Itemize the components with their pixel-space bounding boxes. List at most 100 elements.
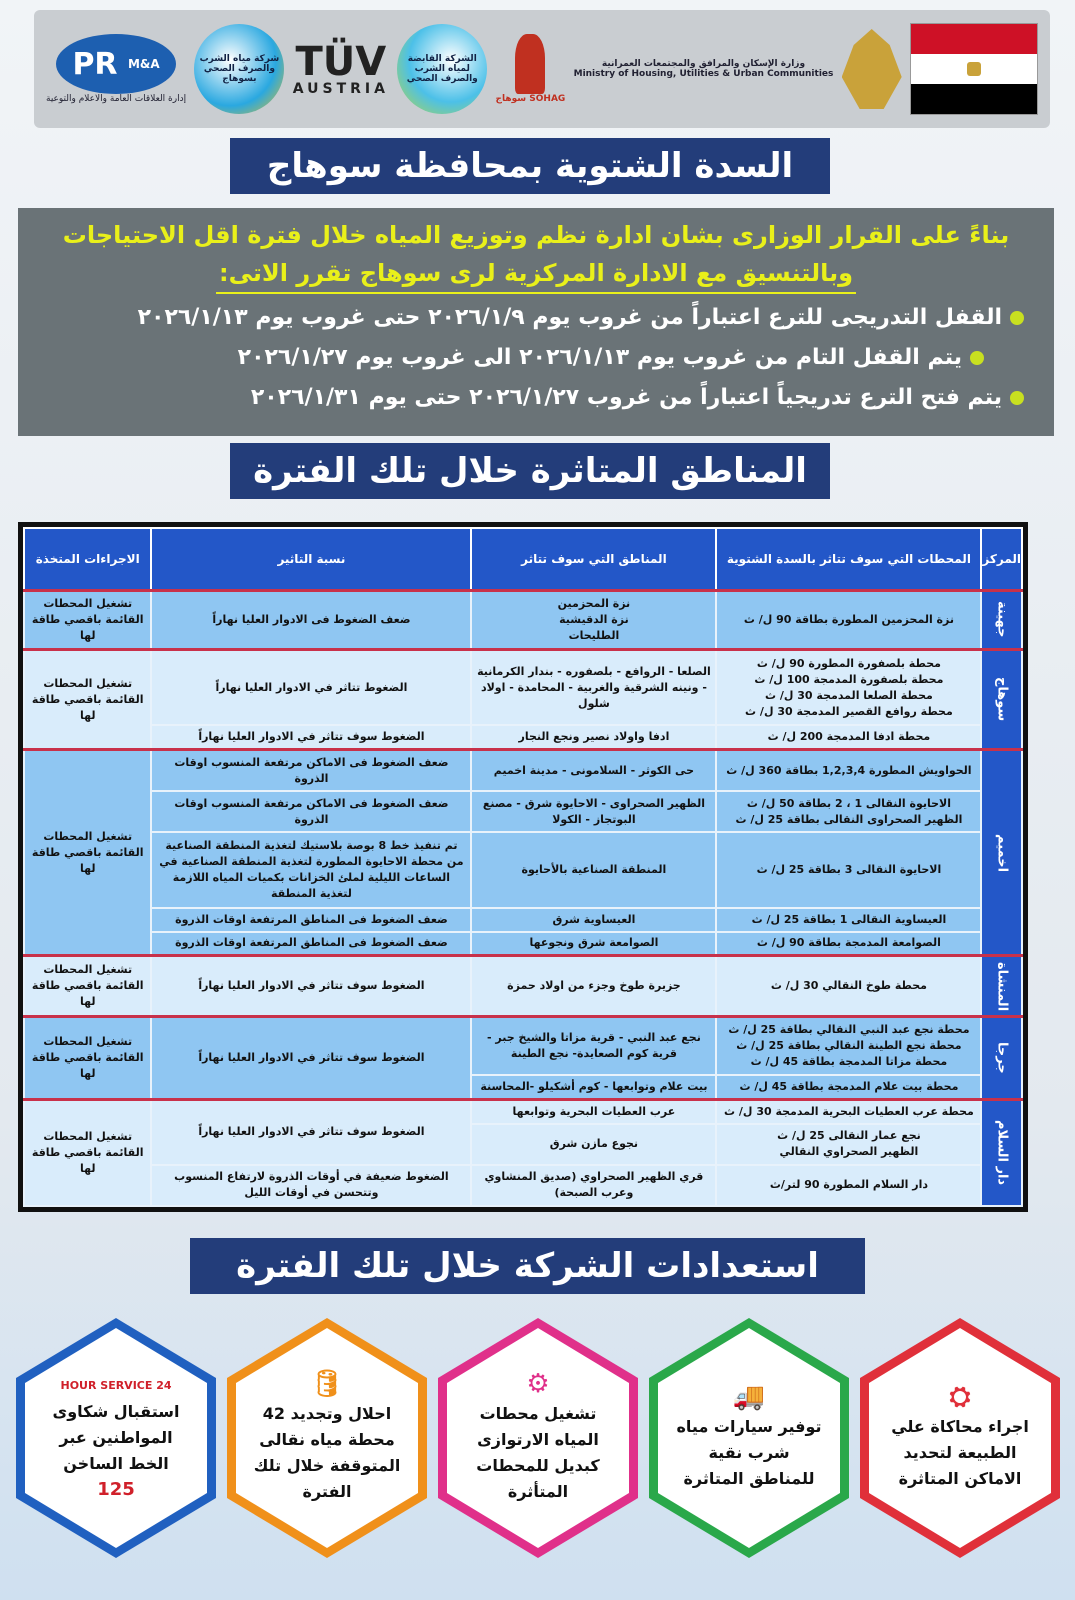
decree-bullet: يتم فتح الترع تدريجياً اعتباراً من غروب … <box>48 378 1024 418</box>
preparation-card: ⛭ اجراء محاكاة علي الطبيعة لتحديد الاماكن… <box>860 1318 1060 1558</box>
bullet-dot-icon <box>1010 311 1024 325</box>
truck-icon: 🚚 <box>732 1382 766 1412</box>
eagle-emblem-icon <box>841 29 902 109</box>
table-row: جرجا محطة نجع عبد النبي النقالي بطاقة 25 … <box>22 1014 1023 1101</box>
station-cell: محطة بلصفورة المطورة 90 ل/ ث محطة بلصفور… <box>715 647 983 727</box>
preparation-card-inner: 🚚 توفير سيارات مياه شرب نقية للمناطق المت… <box>658 1328 840 1548</box>
table-row: محطة ادفا المدمجة 200 ل/ ث ادفا واولاد نص… <box>24 724 1022 751</box>
station-cell: محطة طوخ النقالي 30 ل/ ث <box>715 954 983 1018</box>
station-cell: الاحايوة النقالى 1 ، 2 بطاقة 50 ل/ ث الظ… <box>715 790 983 834</box>
impact-cell: الضغوط تتاثر في الادوار العليا نهاراً <box>150 647 473 727</box>
impact-cell: الضغوط سوف تتاثر في الادوار العليا نهارا… <box>150 1014 473 1101</box>
preparations-title: استعدادات الشركة خلال تلك الفترة <box>190 1238 865 1294</box>
preparation-text: توفير سيارات مياه شرب نقية للمناطق المتا… <box>676 1417 822 1488</box>
station-cell: نجع عمار النقالى 25 ل/ ث الظهير الصحراوي… <box>715 1122 983 1166</box>
action-cell: تشغيل المحطات القائمة باقصي طاقة لها <box>22 954 153 1018</box>
station-cell: الحواويش المطورة 1,2,3,4 بطاقة 360 ل/ ث <box>715 748 983 793</box>
table-row: نجع عمار النقالى 25 ل/ ث الظهير الصحراوي… <box>24 1122 1022 1166</box>
pr-caption: إدارة العلاقات العامة والاعلام والتوعية <box>46 94 187 104</box>
impact-cell: الضغوط سوف تتاثر في الادوار العليا نهارا… <box>150 1098 473 1166</box>
impact-cell: ضعف الضغوط فى الادوار العليا نهاراً <box>150 588 473 651</box>
preparation-text: تشغيل محطات المياه الارتوازى كبديل للمحط… <box>476 1404 600 1501</box>
logo-banner: PR M&A إدارة العلاقات العامة والاعلام وال… <box>34 10 1050 128</box>
table-row: الاحايوة النقالى 1 ، 2 بطاقة 50 ل/ ث الظ… <box>24 790 1022 834</box>
areas-cell: جزيرة طوخ وجزء من اولاد حمزة <box>470 954 718 1018</box>
egypt-flag-icon <box>909 23 1038 115</box>
sohag-company-logo: شركة مياه الشرب والصرف الصحي بسوهاج <box>194 24 285 114</box>
sohag-gov-text: سوهاج SOHAG <box>495 94 566 104</box>
header-center: المركز <box>980 527 1023 591</box>
ministry-ar: وزارة الإسكان والمرافق والمجتمعات العمرا… <box>601 59 806 69</box>
areas-cell: نزة المحزمين نزة الدقيشية الطليحات <box>470 588 718 651</box>
table-row: العيساوية النقالى 1 بطاقة 25 ل/ ث العيساو… <box>24 906 1022 933</box>
station-cell: محطة بيت علام المدمجة بطاقة 45 ل/ ث <box>715 1074 983 1101</box>
header-actions: الاجراءات المتخذة <box>22 527 153 591</box>
areas-cell: بيت علام وتوابعها - كوم أشكيلو -المحاسنة <box>470 1074 718 1101</box>
affected-table-container: المركز المحطات التي سوف تتاثر بالسدة الش… <box>18 522 1028 1212</box>
center-cell: سوهاج <box>980 647 1023 751</box>
action-cell: تشغيل المحطات القائمة باقصي طاقة لها <box>22 1098 153 1208</box>
impact-cell: الضغوط سوف تتاثر في الادوار العليا نهارا… <box>150 954 473 1018</box>
preparation-text: استقبال شكاوى المواطنين عبر الخط الساخن <box>52 1402 180 1473</box>
decree-bullet: القفل التدريجى للترع اعتباراً من غروب يو… <box>48 298 1024 338</box>
decree-bullet: يتم القفل التام من غروب يوم ٢٠٢٦/١/١٣ ال… <box>48 338 1024 378</box>
center-cell: جرجا <box>980 1014 1023 1101</box>
areas-cell: قري الظهير الصحراوي (صديق المنشاوي وعرب … <box>470 1163 718 1208</box>
areas-cell: نجوع مازن شرق <box>470 1122 718 1166</box>
station-cell: محطة عرب العطيات البحرية المدمجة 30 ل/ ث <box>715 1098 983 1125</box>
areas-cell: ادفا واولاد نصير ونجع النجار <box>470 724 718 751</box>
preparation-card-inner: ⛭ اجراء محاكاة علي الطبيعة لتحديد الاماكن… <box>869 1328 1051 1548</box>
bullet-text: يتم فتح الترع تدريجياً اعتباراً من غروب … <box>250 385 1002 410</box>
action-cell: تشغيل المحطات القائمة باقصي طاقة لها <box>22 647 153 751</box>
preparations-list: ⛭ اجراء محاكاة علي الطبيعة لتحديد الاماكن… <box>16 1318 1060 1563</box>
affected-table: المركز المحطات التي سوف تتاثر بالسدة الش… <box>22 527 1023 1208</box>
header-areas: المناطق التي سوف تتاثر <box>470 527 718 591</box>
table-row: محطة بيت علام المدمجة بطاقة 45 ل/ ث بيت ع… <box>24 1074 1022 1101</box>
pr-sub: M&A <box>127 57 160 71</box>
impact-cell: ضعف الضغوط فى الاماكن مرتفعة المنسوب اوق… <box>150 748 473 793</box>
sohag-governorate-logo: سوهاج SOHAG <box>495 34 566 104</box>
station-cell: الاحايوة النقالى 3 بطاقة 25 ل/ ث <box>715 831 983 909</box>
24-hour-badge-icon: 24 HOUR SERVICE <box>60 1379 172 1392</box>
impact-cell: تم تنفيذ خط 8 بوصة بلاستيك لتغذية المنطق… <box>150 831 473 909</box>
center-cell: اخميم <box>980 748 1023 957</box>
tuv-sub: AUSTRIA <box>292 81 389 97</box>
decree-line-2: وبالتنسيق مع الادارة المركزية لرى سوهاج … <box>216 254 856 294</box>
bullet-dot-icon <box>1010 391 1024 405</box>
preparation-card-inner: 24 HOUR SERVICE استقبال شكاوى المواطنين ع… <box>25 1328 207 1548</box>
station-cell: دار السلام المطورة 90 لتر/ث <box>715 1163 983 1208</box>
table-row: دار السلام المطورة 90 لتر/ث قري الظهير ال… <box>24 1163 1022 1208</box>
decree-line-1: بناءً على القرار الوزارى بشان ادارة نظم … <box>62 221 1010 249</box>
impact-cell: ضعف الضغوط فى الاماكن مرتفعة المنسوب اوق… <box>150 790 473 834</box>
table-row: دار السلام محطة عرب العطيات البحرية المدم… <box>22 1098 1023 1208</box>
impact-cell: الضغوط سوف تتاثر في الادوار العليا نهارا… <box>150 724 473 751</box>
decree-box: بناءً على القرار الوزارى بشان ادارة نظم … <box>18 208 1054 436</box>
holding-company-logo: الشركة القابضة لمياه الشرب والصرف الصحي <box>397 24 488 114</box>
affected-areas-title: المناطق المتاثرة خلال تلك الفترة <box>230 443 830 499</box>
preparation-card: 🛢 احلال وتجديد 42 محطة مياه نقالى المتوقف… <box>227 1318 427 1558</box>
bullet-dot-icon <box>970 351 984 365</box>
pump-icon: ⚙ <box>526 1369 550 1399</box>
action-cell: تشغيل المحطات القائمة باقصي طاقة لها <box>22 588 153 651</box>
preparation-card: 🚚 توفير سيارات مياه شرب نقية للمناطق المت… <box>649 1318 849 1558</box>
impact-cell: الضغوط ضعيفة في أوقات الذروة لارتفاع الم… <box>150 1163 473 1208</box>
preparation-card: 24 HOUR SERVICE استقبال شكاوى المواطنين ع… <box>16 1318 216 1558</box>
station-cell: محطة ادفا المدمجة 200 ل/ ث <box>715 724 983 751</box>
tuv-text: TÜV <box>295 39 387 85</box>
pr-logo: PR M&A إدارة العلاقات العامة والاعلام وال… <box>46 34 186 104</box>
preparation-card-inner: 🛢 احلال وتجديد 42 محطة مياه نقالى المتوقف… <box>236 1328 418 1548</box>
impact-cell: ضعف الضغوط فى المناطق المرتفعة اوقات الذ… <box>150 906 473 933</box>
bullet-text: يتم القفل التام من غروب يوم ٢٠٢٦/١/١٣ ال… <box>237 345 962 370</box>
areas-cell: الصوامعة شرق ونجوعها <box>470 930 718 957</box>
table-row: اخميم الحواويش المطورة 1,2,3,4 بطاقة 360 … <box>22 748 1023 957</box>
table-row: سوهاج محطة بلصفورة المطورة 90 ل/ ث محطة ب… <box>22 647 1023 751</box>
bullet-text: القفل التدريجى للترع اعتباراً من غروب يو… <box>137 305 1002 330</box>
areas-cell: العيساوية شرق <box>470 906 718 933</box>
areas-cell: نجع عبد النبي - قرية مزاتا والشيخ جبر - … <box>470 1014 718 1077</box>
areas-cell: عرب العطيات البحرية وتوابعها <box>470 1098 718 1125</box>
table-row: المنشاة محطة طوخ النقالي 30 ل/ ث جزيرة طوخ… <box>22 954 1023 1018</box>
header-stations: المحطات التي سوف تتاثر بالسدة الشتوية <box>715 527 983 591</box>
action-cell: تشغيل المحطات القائمة باقصي طاقة لها <box>22 1014 153 1101</box>
valve-icon: ⛭ <box>949 1382 971 1412</box>
